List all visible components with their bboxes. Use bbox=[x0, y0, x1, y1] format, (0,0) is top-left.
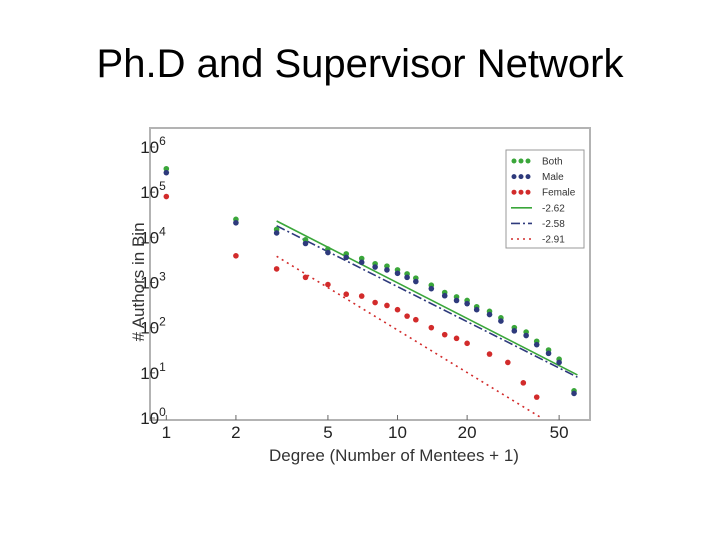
point-both-0 bbox=[163, 165, 170, 172]
legend-marker-1-2 bbox=[525, 174, 531, 180]
point-male-10 bbox=[404, 274, 410, 281]
point-female-12 bbox=[428, 324, 435, 331]
x-axis-title: Degree (Number of Mentees + 1) bbox=[269, 446, 519, 465]
x-tick-label-3: 10 bbox=[388, 423, 407, 442]
point-female-6 bbox=[358, 293, 365, 299]
y-axis-ticks: 100 101 102 103 104 105 106 bbox=[140, 134, 166, 428]
point-male-16 bbox=[473, 306, 480, 313]
point-male-7 bbox=[372, 264, 378, 270]
point-female-0 bbox=[163, 193, 170, 200]
data-points bbox=[163, 165, 577, 400]
legend-label-0: Both bbox=[542, 157, 563, 168]
legend-label-2: Female bbox=[542, 188, 576, 199]
legend-label-3: -2.62 bbox=[542, 203, 565, 214]
point-male-15 bbox=[464, 300, 470, 307]
legend-label-4: -2.58 bbox=[542, 219, 565, 230]
y-tick-label-4: 104 bbox=[140, 224, 166, 247]
point-male-3 bbox=[302, 240, 309, 247]
point-female-10 bbox=[404, 313, 410, 319]
point-male-23 bbox=[556, 359, 562, 366]
point-female-9 bbox=[394, 306, 401, 313]
legend-label-5: -2.91 bbox=[542, 235, 565, 246]
y-tick-label-2: 102 bbox=[140, 315, 166, 338]
point-female-5 bbox=[343, 291, 350, 298]
point-male-14 bbox=[453, 297, 460, 304]
point-female-19 bbox=[533, 394, 540, 400]
y-tick-label-1: 101 bbox=[140, 360, 166, 383]
x-tick-label-4: 20 bbox=[458, 423, 477, 442]
point-female-7 bbox=[372, 299, 378, 306]
x-tick-label-1: 2 bbox=[231, 423, 240, 442]
x-tick-label-5: 50 bbox=[550, 423, 569, 442]
point-male-20 bbox=[523, 332, 529, 339]
point-female-17 bbox=[505, 359, 511, 366]
legend-marker-0-0 bbox=[511, 158, 517, 164]
slide-title: Ph.D and Supervisor Network bbox=[96, 42, 624, 86]
legend-box bbox=[505, 149, 585, 249]
fit-line-5 bbox=[276, 255, 543, 419]
point-female-3 bbox=[302, 274, 309, 281]
legend-marker-2-2 bbox=[525, 189, 531, 195]
x-tick-label-2: 5 bbox=[323, 423, 332, 442]
point-female-1 bbox=[233, 253, 239, 259]
point-male-0 bbox=[163, 169, 170, 176]
y-tick-label-0: 100 bbox=[140, 405, 166, 428]
point-male-18 bbox=[498, 318, 504, 324]
point-male-21 bbox=[533, 341, 540, 348]
point-male-19 bbox=[511, 328, 518, 334]
legend-marker-0-2 bbox=[525, 158, 531, 164]
point-female-14 bbox=[453, 335, 460, 342]
point-female-13 bbox=[441, 331, 448, 338]
legend-marker-0-1 bbox=[518, 158, 524, 164]
legend-marker-2-1 bbox=[518, 189, 524, 195]
point-female-18 bbox=[520, 380, 527, 386]
legend-marker-1-0 bbox=[511, 174, 517, 180]
legend: Both Male Female -2.62 -2.58 -2.91 bbox=[505, 149, 585, 249]
point-male-11 bbox=[413, 278, 419, 285]
point-male-17 bbox=[486, 311, 493, 318]
point-female-15 bbox=[464, 340, 470, 347]
point-female-4 bbox=[325, 281, 331, 288]
y-tick-label-6: 106 bbox=[140, 134, 166, 157]
y-axis-title: # Authors in Bin bbox=[129, 222, 148, 341]
legend-label-1: Male bbox=[542, 172, 564, 183]
point-male-24 bbox=[571, 390, 577, 397]
point-male-12 bbox=[428, 285, 435, 292]
point-male-8 bbox=[384, 267, 390, 273]
x-axis-ticks: 1 2 5 10 20 50 bbox=[162, 415, 569, 442]
point-male-13 bbox=[441, 292, 448, 299]
point-male-9 bbox=[394, 270, 401, 277]
point-male-1 bbox=[233, 219, 239, 226]
point-male-22 bbox=[545, 350, 552, 357]
point-female-2 bbox=[273, 266, 280, 272]
y-tick-label-5: 105 bbox=[140, 179, 166, 202]
y-tick-label-3: 103 bbox=[140, 270, 166, 293]
point-male-5 bbox=[343, 254, 350, 261]
point-male-6 bbox=[358, 259, 365, 266]
point-female-16 bbox=[486, 351, 493, 357]
point-male-2 bbox=[273, 230, 280, 236]
legend-marker-1-1 bbox=[518, 174, 524, 180]
point-female-11 bbox=[413, 316, 419, 323]
legend-marker-2-0 bbox=[511, 189, 517, 195]
point-female-8 bbox=[384, 302, 390, 309]
x-tick-label-0: 1 bbox=[162, 423, 171, 442]
point-male-4 bbox=[325, 249, 331, 256]
